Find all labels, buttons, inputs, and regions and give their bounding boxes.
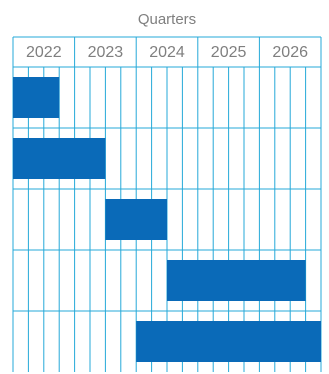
gantt-bar-2 (13, 138, 106, 179)
bars (13, 77, 321, 362)
gantt-bar-1 (13, 77, 60, 118)
year-labels: 2022 2023 2024 2025 2026 (26, 44, 308, 61)
gantt-bar-4 (167, 260, 306, 301)
year-label-2024: 2024 (149, 44, 185, 61)
gantt-bar-3 (105, 199, 167, 240)
gantt-bar-5 (136, 321, 321, 362)
chart-title: Quarters (138, 11, 196, 28)
year-label-2022: 2022 (26, 44, 62, 61)
year-label-2023: 2023 (88, 44, 124, 61)
year-label-2026: 2026 (272, 44, 308, 61)
year-label-2025: 2025 (211, 44, 247, 61)
